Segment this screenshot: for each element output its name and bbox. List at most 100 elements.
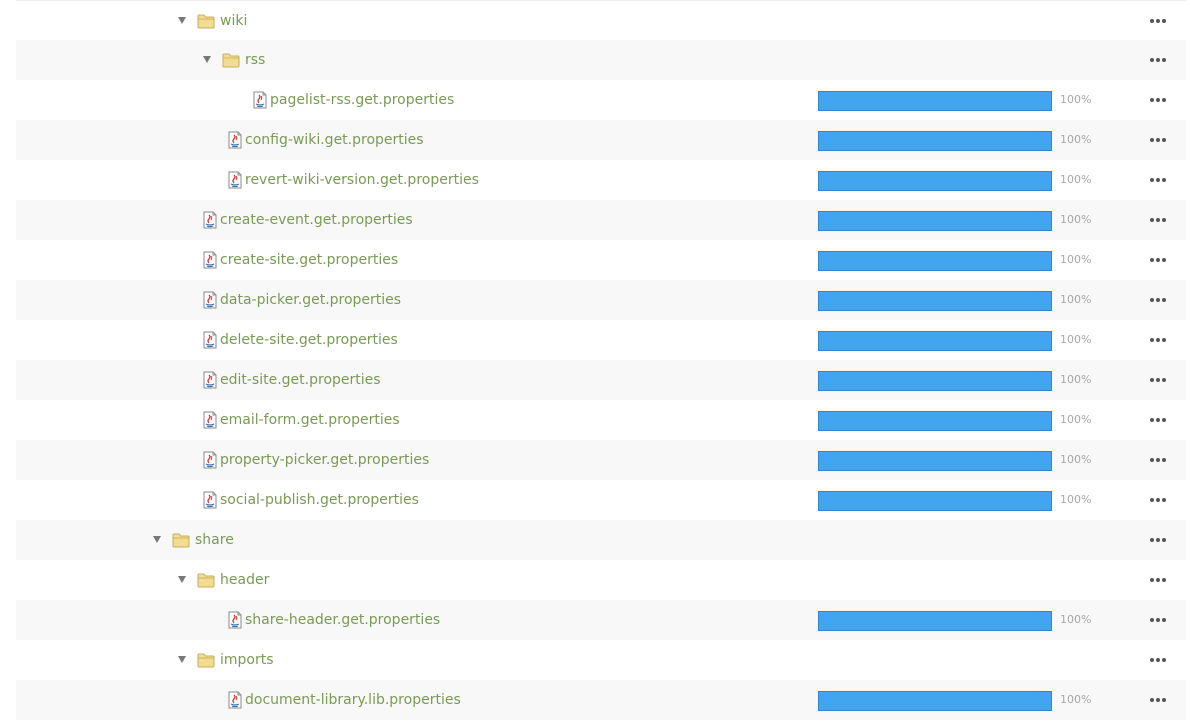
file-name-link[interactable]: share-header.get.properties [245, 612, 441, 628]
progress-bar [818, 331, 1052, 351]
tree-row-file[interactable]: edit-site.get.properties 100% [16, 360, 1186, 400]
more-actions-icon[interactable] [1146, 409, 1170, 431]
tree-row-file[interactable]: config-wiki.get.properties 100% [16, 120, 1186, 160]
triangle-down-icon[interactable] [176, 653, 188, 665]
triangle-down-icon[interactable] [176, 573, 188, 585]
tree-row-file[interactable]: social-publish.get.properties 100% [16, 480, 1186, 520]
more-actions-icon[interactable] [1146, 169, 1170, 191]
tree-row-folder[interactable]: imports [16, 640, 1186, 680]
progress-percent: 100% [1060, 213, 1092, 226]
file-name-link[interactable]: config-wiki.get.properties [245, 132, 424, 148]
tree-row-folder[interactable]: header [16, 560, 1186, 600]
tree-row-file[interactable]: delete-site.get.properties 100% [16, 320, 1186, 360]
tree-row-file[interactable]: create-event.get.properties 100% [16, 200, 1186, 240]
tree-row-file[interactable]: email-form.get.properties 100% [16, 400, 1186, 440]
file-name-link[interactable]: data-picker.get.properties [220, 292, 402, 308]
java-properties-file-icon [201, 451, 219, 469]
triangle-down-icon[interactable] [201, 53, 213, 65]
tree-row-file[interactable]: revert-wiki-version.get.properties 100% [16, 160, 1186, 200]
tree-row-folder[interactable]: rss [16, 40, 1186, 80]
file-name-link[interactable]: property-picker.get.properties [220, 452, 430, 468]
progress-bar-fill [819, 92, 1051, 110]
java-properties-file-icon [201, 331, 219, 349]
java-properties-file-icon [201, 291, 219, 309]
java-properties-file-icon [201, 411, 219, 429]
folder-name-link[interactable]: wiki [220, 13, 248, 29]
file-name-link[interactable]: email-form.get.properties [220, 412, 400, 428]
more-actions-icon[interactable] [1146, 49, 1170, 71]
triangle-down-icon[interactable] [176, 14, 188, 26]
more-actions-icon[interactable] [1146, 10, 1170, 32]
progress-bar [818, 371, 1052, 391]
tree-row-folder[interactable]: wiki [16, 0, 1186, 40]
more-actions-icon[interactable] [1146, 249, 1170, 271]
progress-bar [818, 291, 1052, 311]
more-actions-icon[interactable] [1146, 489, 1170, 511]
more-actions-icon[interactable] [1146, 369, 1170, 391]
progress-percent: 100% [1060, 333, 1092, 346]
folder-name-link[interactable]: header [220, 572, 270, 588]
file-name-link[interactable]: delete-site.get.properties [220, 332, 398, 348]
progress-bar [818, 491, 1052, 511]
progress-percent: 100% [1060, 133, 1092, 146]
progress-bar [818, 251, 1052, 271]
progress-bar-fill [819, 292, 1051, 310]
folder-name-link[interactable]: imports [220, 652, 274, 668]
java-properties-file-icon [226, 691, 244, 709]
folder-icon [197, 571, 215, 589]
file-name-link[interactable]: revert-wiki-version.get.properties [245, 172, 479, 188]
progress-bar [818, 211, 1052, 231]
progress-bar [818, 411, 1052, 431]
progress-percent: 100% [1060, 413, 1092, 426]
more-actions-icon[interactable] [1146, 449, 1170, 471]
folder-name-link[interactable]: rss [245, 52, 266, 68]
progress-bar-fill [819, 372, 1051, 390]
progress-bar-fill [819, 692, 1051, 710]
progress-bar-fill [819, 412, 1051, 430]
triangle-down-icon[interactable] [151, 533, 163, 545]
folder-icon [197, 651, 215, 669]
tree-row-file[interactable]: pagelist-rss.get.properties 100% [16, 80, 1186, 120]
progress-percent: 100% [1060, 373, 1092, 386]
progress-bar-fill [819, 172, 1051, 190]
tree-row-file[interactable]: share-header.get.properties 100% [16, 600, 1186, 640]
more-actions-icon[interactable] [1146, 649, 1170, 671]
more-actions-icon[interactable] [1146, 569, 1170, 591]
progress-bar [818, 691, 1052, 711]
java-properties-file-icon [201, 371, 219, 389]
progress-percent: 100% [1060, 613, 1092, 626]
progress-bar-fill [819, 452, 1051, 470]
more-actions-icon[interactable] [1146, 609, 1170, 631]
file-name-link[interactable]: create-site.get.properties [220, 252, 399, 268]
progress-percent: 100% [1060, 253, 1092, 266]
folder-name-link[interactable]: share [195, 532, 234, 548]
more-actions-icon[interactable] [1146, 89, 1170, 111]
tree-row-file[interactable]: document-library.lib.properties 100% [16, 680, 1186, 720]
progress-bar-fill [819, 252, 1051, 270]
progress-bar-fill [819, 492, 1051, 510]
tree-row-folder[interactable]: share [16, 520, 1186, 560]
file-name-link[interactable]: create-event.get.properties [220, 212, 413, 228]
file-name-link[interactable]: social-publish.get.properties [220, 492, 419, 508]
folder-icon [197, 12, 215, 30]
file-name-link[interactable]: pagelist-rss.get.properties [270, 92, 455, 108]
tree-row-file[interactable]: create-site.get.properties 100% [16, 240, 1186, 280]
progress-bar [818, 171, 1052, 191]
file-name-link[interactable]: document-library.lib.properties [245, 692, 461, 708]
folder-icon [222, 51, 240, 69]
progress-bar [818, 131, 1052, 151]
file-name-link[interactable]: edit-site.get.properties [220, 372, 381, 388]
more-actions-icon[interactable] [1146, 289, 1170, 311]
more-actions-icon[interactable] [1146, 129, 1170, 151]
progress-percent: 100% [1060, 493, 1092, 506]
more-actions-icon[interactable] [1146, 209, 1170, 231]
more-actions-icon[interactable] [1146, 689, 1170, 711]
more-actions-icon[interactable] [1146, 329, 1170, 351]
progress-bar-fill [819, 612, 1051, 630]
tree-row-file[interactable]: data-picker.get.properties 100% [16, 280, 1186, 320]
java-properties-file-icon [251, 91, 269, 109]
tree-row-file[interactable]: property-picker.get.properties 100% [16, 440, 1186, 480]
file-tree: wiki rss pagelist-rss.get.properties 100% co… [16, 0, 1186, 720]
more-actions-icon[interactable] [1146, 529, 1170, 551]
java-properties-file-icon [226, 131, 244, 149]
